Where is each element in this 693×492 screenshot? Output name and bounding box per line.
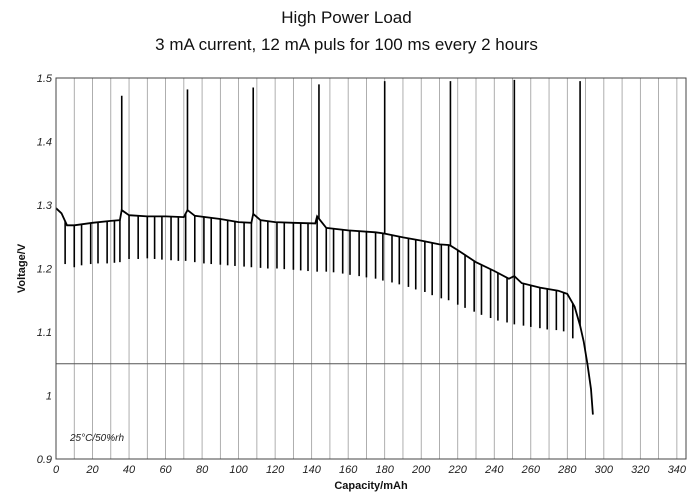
y-tick-label: 0.9 xyxy=(37,454,52,466)
y-tick-label: 1.2 xyxy=(37,264,52,276)
x-tick-label: 40 xyxy=(123,464,136,476)
x-tick-label: 100 xyxy=(229,464,248,476)
x-tick-label: 0 xyxy=(53,464,60,476)
x-tick-label: 240 xyxy=(484,464,504,476)
x-tick-label: 340 xyxy=(668,464,687,476)
x-tick-label: 220 xyxy=(448,464,468,476)
x-tick-label: 280 xyxy=(557,464,577,476)
x-tick-label: 260 xyxy=(521,464,541,476)
pulse-dips xyxy=(64,213,574,339)
plot-frame xyxy=(55,77,687,460)
x-tick-label: 320 xyxy=(631,464,650,476)
x-tick-label: 300 xyxy=(595,464,614,476)
voltage-curve xyxy=(55,207,594,415)
chart-title: High Power Load xyxy=(281,8,412,27)
y-axis-ticks: 0.9 1 1.1 1.2 1.3 1.4 1.5 xyxy=(37,73,53,466)
x-axis-label: Capacity/mAh xyxy=(334,480,408,492)
x-tick-label: 140 xyxy=(302,464,321,476)
pulse-spikes xyxy=(120,79,581,326)
y-tick-label: 1.5 xyxy=(37,73,53,85)
y-tick-label: 1.1 xyxy=(37,327,52,339)
x-tick-label: 80 xyxy=(196,464,209,476)
y-tick-label: 1.3 xyxy=(37,200,53,212)
x-axis-ticks: 0 20 40 60 80 100 120 140 160 180 200 220 240 260 280 3… xyxy=(53,464,687,476)
y-axis-label: Voltage/V xyxy=(16,243,28,293)
conditions-annotation: 25°C/50%rh xyxy=(69,433,124,444)
grid-lines xyxy=(73,78,678,459)
x-tick-label: 200 xyxy=(411,464,431,476)
x-tick-label: 20 xyxy=(85,464,99,476)
x-tick-label: 160 xyxy=(339,464,358,476)
y-tick-label: 1.4 xyxy=(37,137,52,149)
x-tick-label: 180 xyxy=(376,464,395,476)
chart-subtitle: 3 mA current, 12 mA puls for 100 ms ever… xyxy=(155,35,538,54)
x-tick-label: 60 xyxy=(159,464,172,476)
x-tick-label: 120 xyxy=(266,464,285,476)
y-tick-label: 1 xyxy=(46,391,52,403)
